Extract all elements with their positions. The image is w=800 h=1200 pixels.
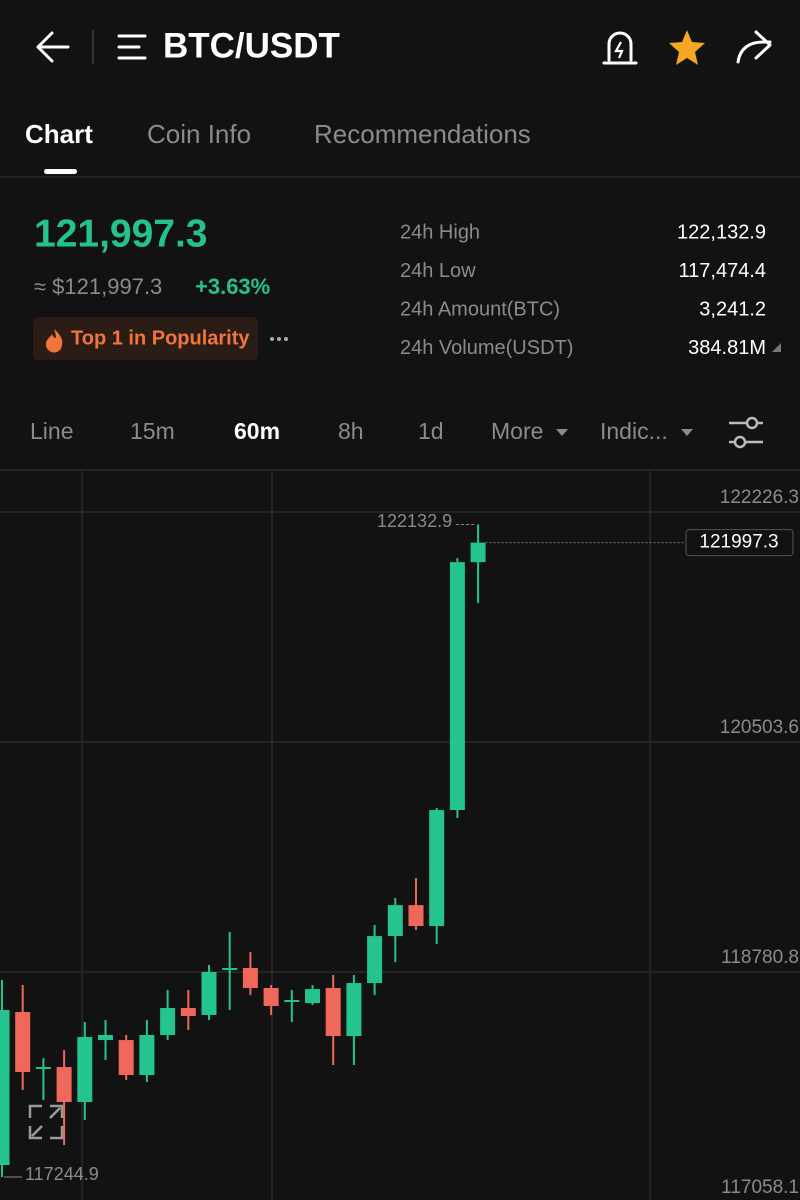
candlestick-chart: 122226.3 120503.6 118780.8 117058.1 122132.9… — [0, 487, 800, 1198]
y-tick-label: 118780.8 — [721, 947, 799, 968]
last-price-box — [685, 529, 794, 557]
dropdown-arrow — [681, 429, 693, 436]
price-change: +3.63% — [195, 274, 270, 299]
candle-body — [0, 1010, 10, 1166]
stats: 24h High 122,132.9 24h Low 117,474.4 24h Amo… — [400, 221, 766, 359]
stat-value: 122,132.9 — [677, 221, 766, 243]
interval-option[interactable]: 60m — [234, 418, 280, 444]
candle-body — [139, 1034, 155, 1076]
y-tick-label: 120503.6 — [720, 717, 799, 738]
candle-body — [429, 810, 445, 927]
candle-body — [56, 1067, 72, 1103]
candle-body — [201, 971, 217, 1015]
alert-button[interactable] — [602, 31, 638, 65]
candle-body — [222, 967, 238, 970]
candle-body — [118, 1040, 134, 1076]
candle-body — [346, 983, 362, 1037]
back-button[interactable] — [36, 31, 70, 63]
stat-label: 24h Low — [400, 260, 476, 282]
interval-option[interactable]: 1d — [418, 418, 444, 444]
candle-body — [325, 987, 341, 1037]
tab[interactable]: Coin Info — [147, 119, 251, 149]
y-tick-label: 117058.1 — [721, 1177, 799, 1198]
interval-bar: Line 15m 60m 8h 1d More Indic... — [30, 418, 668, 444]
candle-body — [242, 967, 258, 988]
high-label: 122132.9 — [377, 511, 452, 531]
settings-button[interactable] — [729, 416, 763, 449]
candle-body — [305, 989, 320, 1004]
interval-option[interactable]: More — [491, 418, 543, 444]
last-price: 121,997.3 — [34, 212, 208, 255]
stat-label: 24h Amount(BTC) — [400, 298, 560, 320]
share-button[interactable] — [736, 30, 772, 64]
stat-value: 3,241.2 — [699, 298, 766, 320]
tab[interactable]: Chart — [25, 119, 93, 149]
candle-body — [77, 1036, 93, 1103]
candle-body — [98, 1034, 113, 1041]
candle-body — [180, 1008, 196, 1017]
candle-body — [408, 905, 424, 927]
candle-body — [470, 542, 486, 563]
y-tick-label: 122226.3 — [720, 487, 799, 508]
stat-value: 117,474.4 — [679, 260, 767, 282]
menu-button[interactable] — [117, 34, 147, 60]
interval-option[interactable]: Indic... — [600, 418, 668, 444]
interval-option[interactable]: Line — [30, 418, 73, 444]
badge[interactable] — [33, 317, 258, 360]
tab[interactable]: Recommendations — [314, 119, 531, 149]
stat-value: 384.81M — [688, 337, 766, 359]
dropdown-arrow — [556, 429, 568, 436]
candle-body — [35, 1067, 51, 1070]
interval-option[interactable]: 15m — [130, 418, 175, 444]
volume-toggle[interactable] — [772, 343, 781, 352]
candle-body — [449, 562, 465, 811]
interval-option[interactable]: 8h — [338, 418, 364, 444]
pair-title: BTC/USDT — [163, 26, 340, 65]
candle-body — [387, 905, 403, 937]
approx-price: ≈ $121,997.3 — [34, 274, 162, 299]
flame-icon — [45, 329, 63, 353]
fullscreen-button[interactable] — [28, 1104, 64, 1140]
favorite-star[interactable] — [669, 30, 705, 65]
more-dots[interactable] — [270, 337, 288, 341]
candle-body — [15, 1012, 31, 1072]
candle-body — [367, 936, 383, 984]
stat-label: 24h High — [400, 221, 480, 243]
candle-body — [284, 1000, 300, 1003]
badge-text: Top 1 in Popularity — [71, 327, 250, 349]
candle-body — [160, 1008, 176, 1035]
last-price-label: 121997.3 — [699, 532, 778, 553]
candle-body — [263, 987, 279, 1007]
low-label: 117244.9 — [25, 1164, 99, 1184]
tab-indicator — [44, 169, 77, 174]
stat-label: 24h Volume(USDT) — [400, 337, 573, 359]
